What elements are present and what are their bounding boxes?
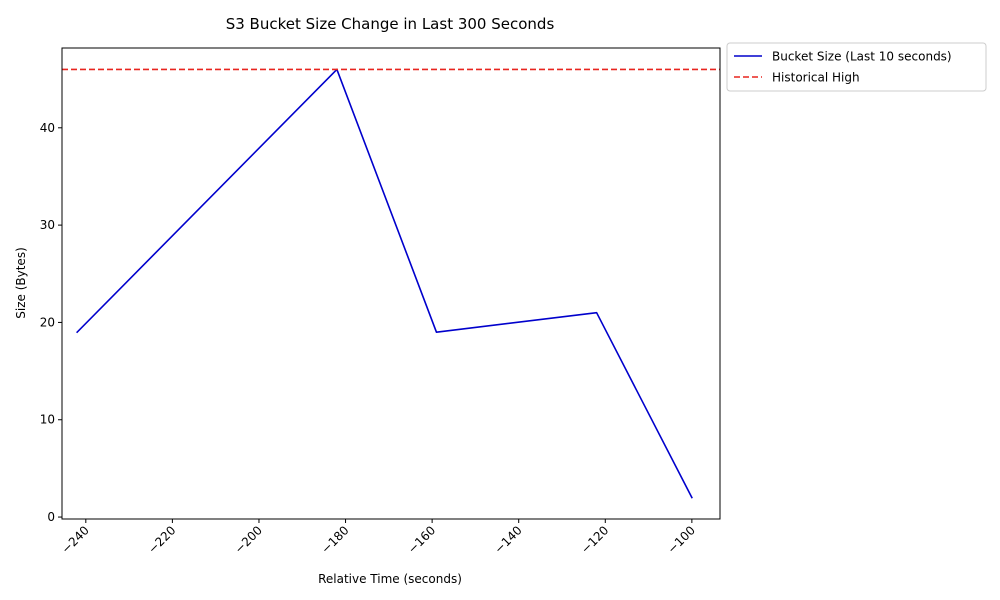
legend-frame (726, 42, 987, 92)
x-tick-label: −140 (492, 523, 525, 556)
x-tick-label: −100 (665, 523, 698, 556)
x-tick-label: −180 (318, 523, 351, 556)
y-tick-label: 0 (47, 510, 55, 524)
plot-area (62, 68, 720, 499)
y-tick-label: 40 (40, 121, 55, 135)
x-tick-label: −240 (59, 523, 92, 556)
y-tick-label: 10 (40, 413, 55, 427)
y-tick-label: 20 (40, 315, 55, 329)
legend: Bucket Size (Last 10 seconds) Historical… (726, 42, 987, 92)
legend-label-bucket-size: Bucket Size (Last 10 seconds) (772, 50, 952, 64)
x-tick-label: −200 (232, 523, 265, 556)
axes: −240 −220 −200 −180 −160 −140 −120 −100 0 10 20 30 4… (40, 47, 721, 556)
series-line-bucket-size (76, 68, 693, 499)
x-tick-label: −220 (145, 523, 178, 556)
axes-frame (61, 47, 721, 520)
chart-title: S3 Bucket Size Change in Last 300 Second… (226, 15, 555, 33)
x-tick-label: −120 (578, 523, 611, 556)
x-tick-label: −160 (405, 523, 438, 556)
y-axis-label: Size (Bytes) (14, 247, 28, 318)
legend-label-historical-high: Historical High (772, 71, 860, 85)
x-axis-label: Relative Time (seconds) (318, 572, 462, 586)
y-tick-label: 30 (40, 218, 55, 232)
